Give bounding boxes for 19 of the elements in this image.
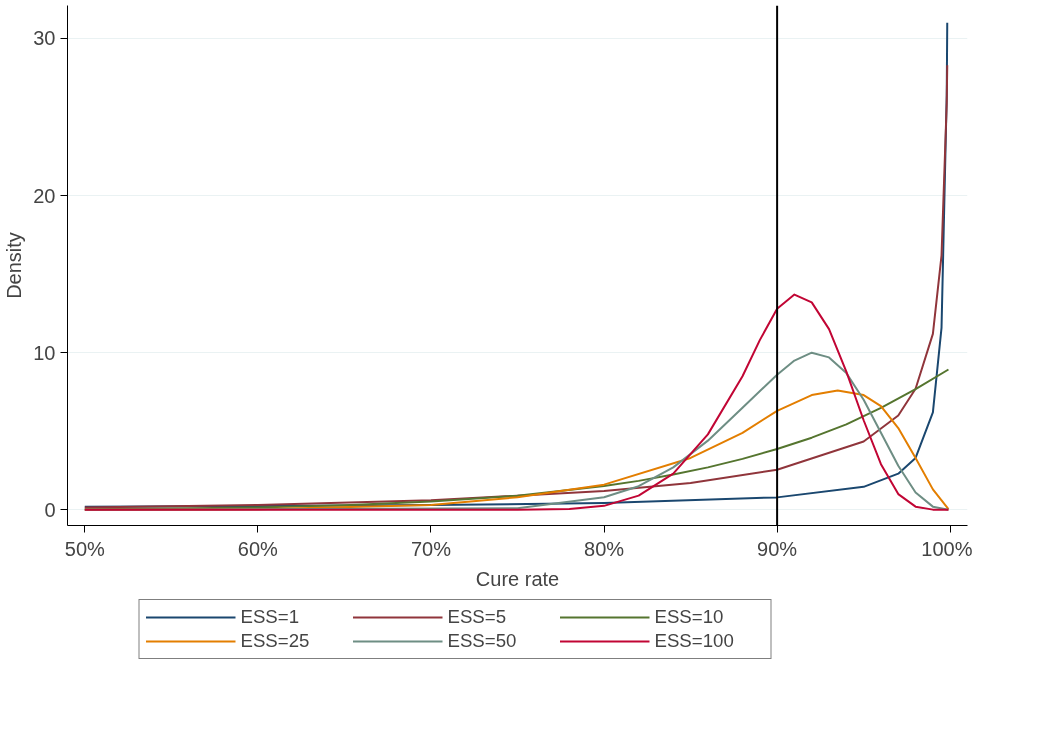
legend-label: ESS=1 (240, 606, 301, 628)
x-tick-label: 60% (237, 537, 279, 560)
y-tick-label: 30 (33, 27, 56, 50)
legend-label: ESS=10 (654, 606, 725, 628)
line-series (83, 293, 950, 511)
x-tick-label: 70% (410, 537, 452, 560)
legend-label: ESS=50 (447, 630, 518, 652)
legend-label: ESS=100 (654, 630, 735, 652)
x-axis-title: Cure rate (475, 567, 560, 590)
legend-label: ESS=5 (447, 606, 508, 628)
x-tick-label: 90% (757, 537, 798, 560)
y-tick-label: 10 (33, 341, 56, 364)
y-tick-label: 20 (33, 184, 56, 207)
y-tick-label: 0 (44, 498, 56, 521)
x-tick-label: 80% (584, 537, 625, 560)
legend-label: ESS=25 (240, 630, 311, 652)
x-tick-label: 100% (921, 537, 973, 560)
y-axis-title: Density (3, 232, 26, 299)
x-tick-label: 50% (64, 537, 106, 560)
